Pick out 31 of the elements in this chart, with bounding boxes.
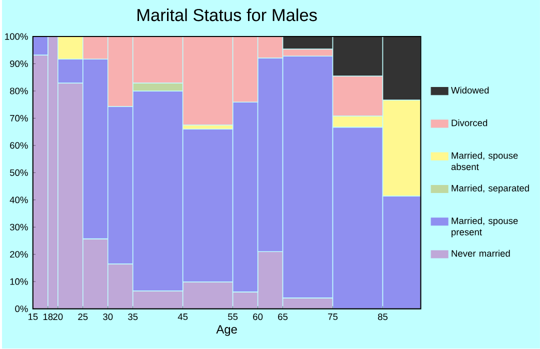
- legend-label: Married, spouse present: [452, 217, 518, 238]
- legend-label: Married, separated: [452, 184, 529, 194]
- y-tick-label: 10%: [10, 278, 28, 286]
- x-tick-label: 20: [53, 314, 63, 320]
- y-tick-label: 70%: [10, 115, 28, 122]
- legend-label: Widowed: [451, 86, 489, 94]
- y-tick-label: 50%: [10, 170, 28, 176]
- y-tick-label: 100%: [5, 33, 28, 40]
- y-tick-label: 0%: [15, 306, 28, 312]
- x-tick-label: 25: [78, 314, 88, 320]
- x-tick-label: 55: [228, 314, 238, 320]
- x-tick-label: 15: [28, 314, 38, 320]
- x-tick-label: 35: [128, 314, 138, 320]
- x-tick-label: 75: [328, 314, 338, 320]
- y-tick-label: 80%: [10, 88, 28, 94]
- x-tick-label: 60: [253, 314, 263, 320]
- x-tick-label: 85: [378, 314, 388, 320]
- y-tick-label: 30%: [10, 224, 28, 231]
- x-tick-label: 18: [43, 314, 53, 320]
- chart-title: Marital Status for Males: [138, 8, 317, 22]
- y-tick-label: 90%: [10, 60, 28, 68]
- legend-label: Divorced: [452, 120, 488, 126]
- x-tick-label: 45: [178, 314, 188, 320]
- y-tick-label: 60%: [10, 142, 28, 149]
- x-tick-label: 65: [278, 314, 288, 320]
- y-tick-label: 40%: [10, 196, 28, 204]
- x-axis-title: Age: [216, 325, 237, 336]
- x-tick-label: 30: [103, 314, 113, 320]
- legend-label: Married, spouse absent: [451, 152, 518, 170]
- legend-label: Never married: [452, 250, 510, 257]
- y-tick-label: 20%: [10, 251, 28, 258]
